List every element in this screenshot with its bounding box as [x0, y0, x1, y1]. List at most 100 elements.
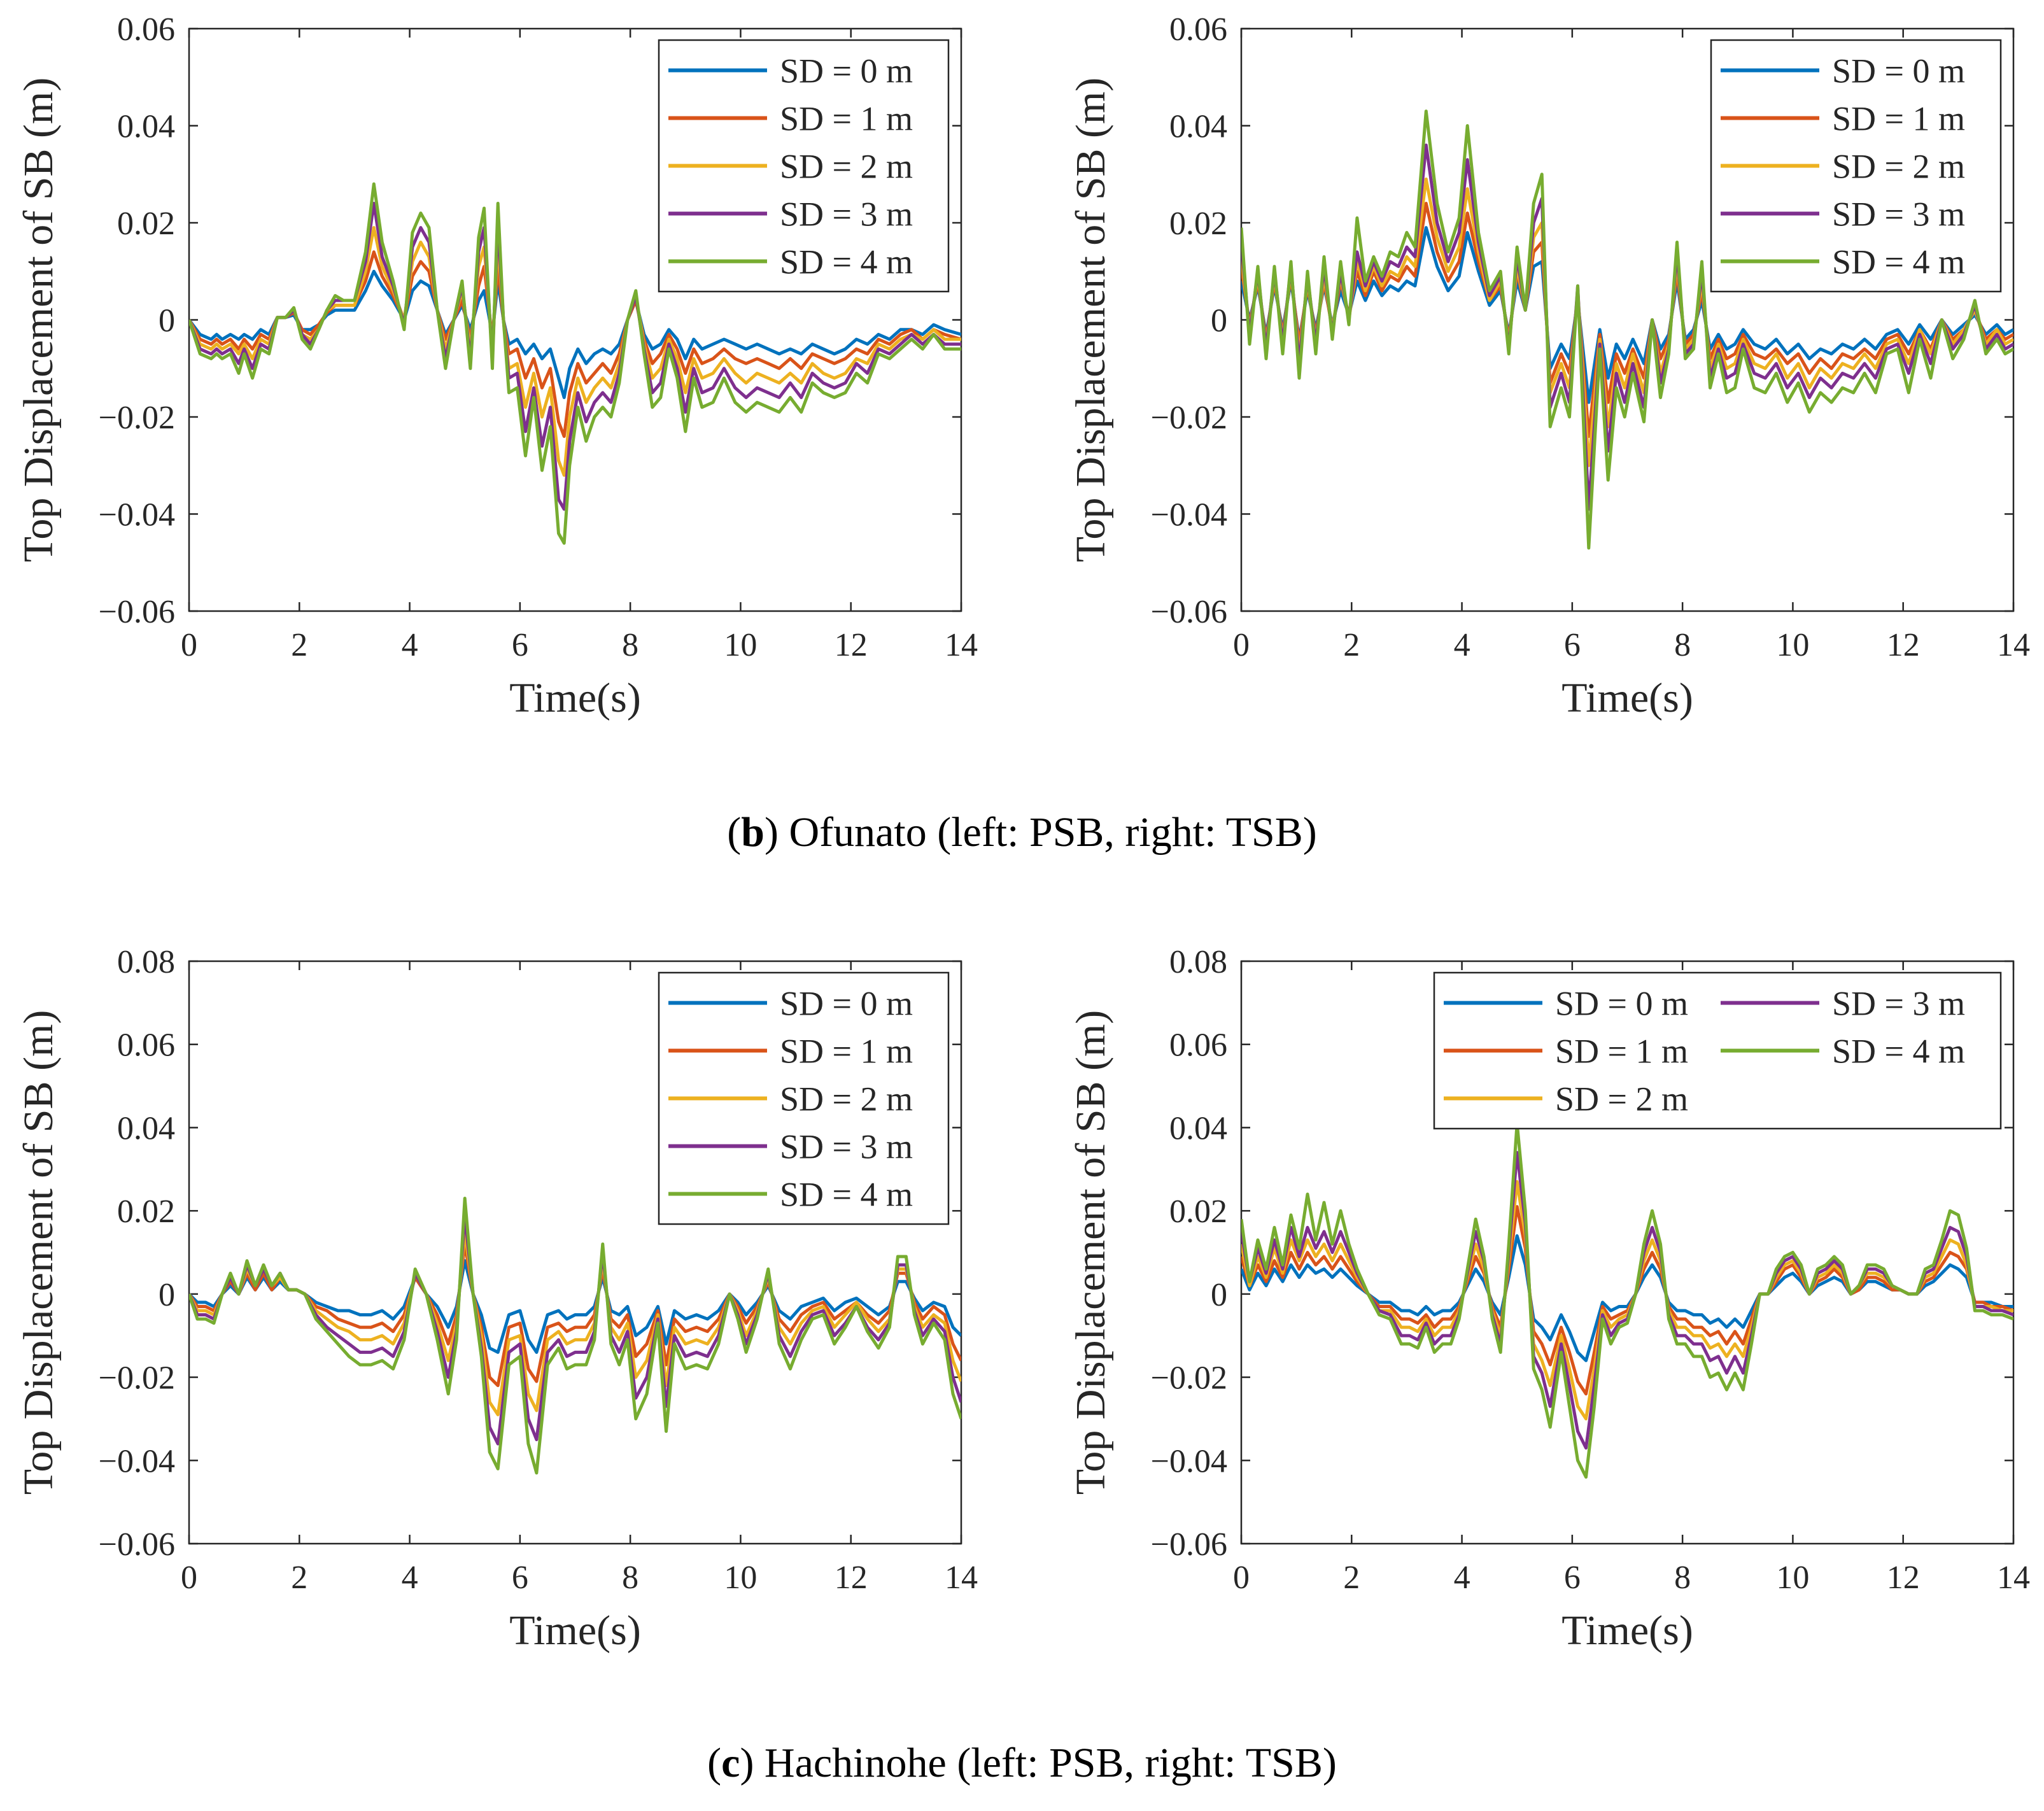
legend-label: SD = 1 m — [1555, 1032, 1688, 1071]
y-tick-label: −0.04 — [1151, 1443, 1227, 1479]
y-tick-label: −0.06 — [1151, 1526, 1227, 1563]
x-tick-label: 12 — [1887, 1560, 1920, 1596]
y-tick-label: −0.04 — [1151, 497, 1227, 533]
series-group — [189, 182, 961, 545]
x-tick-label: 6 — [1564, 627, 1581, 663]
legend-label: SD = 2 m — [780, 1080, 913, 1118]
x-tick-label: 8 — [622, 627, 638, 663]
y-tick-label: 0 — [159, 303, 175, 339]
x-tick-label: 2 — [1343, 627, 1360, 663]
legend-label: SD = 3 m — [780, 1128, 913, 1166]
x-tick-label: 8 — [1674, 627, 1691, 663]
legend-label: SD = 0 m — [1555, 985, 1688, 1023]
x-tick-label: 14 — [945, 627, 978, 663]
x-tick-label: 12 — [1887, 627, 1920, 663]
y-tick-label: 0.04 — [1169, 109, 1227, 145]
x-tick-label: 14 — [1997, 1560, 2030, 1596]
y-tick-label: 0.02 — [117, 1194, 175, 1230]
x-tick-label: 4 — [1454, 627, 1470, 663]
y-tick-label: 0 — [1211, 303, 1227, 339]
x-tick-label: 0 — [181, 627, 197, 663]
y-tick-label: 0.02 — [1169, 206, 1227, 242]
y-tick-label: −0.04 — [99, 1443, 175, 1479]
legend-label: SD = 4 m — [1832, 1032, 1965, 1071]
y-axis-label: Top Displacement of SB (m) — [1068, 1010, 1114, 1495]
y-tick-label: 0.08 — [1169, 944, 1227, 980]
y-axis-label: Top Displacement of SB (m) — [15, 1010, 62, 1495]
legend-label: SD = 4 m — [780, 1176, 913, 1214]
x-axis-label: Time(s) — [1561, 1607, 1693, 1654]
x-tick-label: 2 — [1343, 1560, 1360, 1596]
series-line-sd-4 — [1241, 1122, 2013, 1479]
chart-hachinohe-tsb: 0 2 4 6 8 10 12 14 −0.06 −0.04 −0.02 0 0.02 0.04 0.06 0… — [1068, 944, 2030, 1654]
y-tick-label: 0 — [159, 1277, 175, 1313]
x-tick-label: 14 — [1997, 627, 2030, 663]
series-group — [1241, 1122, 2013, 1479]
series-line-sd-4 — [1241, 109, 2013, 550]
legend-label: SD = 0 m — [780, 52, 913, 90]
x-axis-label: Time(s) — [1561, 675, 1693, 721]
chart-ofunato-psb: 0 2 4 6 8 10 12 14 −0.06 −0.04 −0.02 0 0.02 0.04 0.06 T… — [15, 11, 978, 721]
chart-ofunato-tsb: 0 2 4 6 8 10 12 14 −0.06 −0.04 −0.02 0 0.02 0.04 0.06 T… — [1068, 11, 2030, 721]
y-tick-label: −0.06 — [99, 594, 175, 630]
y-tick-label: −0.02 — [99, 400, 175, 436]
series-line-sd-4 — [189, 1197, 961, 1475]
y-axis-label: Top Displacement of SB (m) — [15, 78, 62, 563]
y-tick-label: 0.02 — [117, 206, 175, 242]
legend-label: SD = 2 m — [1832, 148, 1965, 186]
y-tick-label: −0.02 — [99, 1360, 175, 1397]
y-tick-label: 0.06 — [117, 1027, 175, 1064]
legend: SD = 0 m SD = 1 m SD = 2 m SD = 3 m SD = 4 m — [1710, 39, 2002, 293]
x-tick-label: 10 — [1776, 627, 1809, 663]
x-axis-label: Time(s) — [509, 675, 641, 721]
legend-label: SD = 3 m — [780, 195, 913, 234]
y-tick-label: 0.06 — [1169, 1027, 1227, 1064]
legend-label: SD = 2 m — [780, 148, 913, 186]
y-tick-label: 0.04 — [117, 1110, 175, 1146]
series-line-sd-4 — [189, 182, 961, 545]
legend-label: SD = 0 m — [1832, 52, 1965, 90]
x-tick-label: 10 — [1776, 1560, 1809, 1596]
y-axis-label: Top Displacement of SB (m) — [1068, 78, 1114, 563]
x-axis-label: Time(s) — [509, 1607, 641, 1654]
x-tick-label: 10 — [724, 1560, 757, 1596]
y-tick-label: 0.06 — [117, 11, 175, 48]
x-tick-label: 6 — [512, 627, 528, 663]
x-tick-label: 4 — [1454, 1560, 1470, 1596]
y-tick-label: 0.06 — [1169, 11, 1227, 48]
series-group — [189, 1197, 961, 1475]
x-tick-label: 2 — [291, 627, 307, 663]
x-tick-label: 12 — [835, 1560, 868, 1596]
y-tick-label: −0.06 — [1151, 594, 1227, 630]
legend-label: SD = 2 m — [1555, 1080, 1688, 1118]
x-tick-label: 10 — [724, 627, 757, 663]
y-tick-label: −0.02 — [1151, 400, 1227, 436]
series-line-sd-3 — [189, 202, 961, 511]
x-tick-label: 4 — [402, 627, 418, 663]
legend-label: SD = 1 m — [1832, 100, 1965, 138]
chart-hachinohe-psb: 0 2 4 6 8 10 12 14 −0.06 −0.04 −0.02 0 0.02 0.04 0.06 0… — [15, 944, 978, 1654]
y-tick-label: 0.04 — [117, 109, 175, 145]
series-group — [1241, 109, 2013, 550]
x-tick-label: 0 — [1233, 627, 1250, 663]
x-tick-label: 4 — [402, 1560, 418, 1596]
series-line-sd-1 — [189, 250, 961, 438]
legend: SD = 0 m SD = 1 m SD = 2 m SD = 3 m SD = 4 m — [658, 39, 950, 293]
y-tick-label: −0.02 — [1151, 1360, 1227, 1397]
y-tick-label: −0.06 — [99, 1526, 175, 1563]
caption-hachinohe: (c) Hachinohe (left: PSB, right: TSB) — [707, 1740, 1337, 1786]
x-tick-label: 8 — [1674, 1560, 1691, 1596]
legend-label: SD = 0 m — [780, 985, 913, 1023]
y-tick-label: 0.08 — [117, 944, 175, 980]
legend-label: SD = 1 m — [780, 100, 913, 138]
x-tick-label: 6 — [512, 1560, 528, 1596]
legend-label: SD = 3 m — [1832, 985, 1965, 1023]
y-tick-label: −0.04 — [99, 497, 175, 533]
legend: SD = 0 m SD = 1 m SD = 2 m SD = 3 m SD = 4 m — [1433, 971, 2002, 1130]
x-tick-label: 14 — [945, 1560, 978, 1596]
legend: SD = 0 m SD = 1 m SD = 2 m SD = 3 m SD = 4 m — [658, 971, 950, 1225]
series-line-sd-3 — [1241, 143, 2013, 511]
x-tick-label: 0 — [181, 1560, 197, 1596]
y-tick-label: 0 — [1211, 1277, 1227, 1313]
x-tick-label: 0 — [1233, 1560, 1250, 1596]
